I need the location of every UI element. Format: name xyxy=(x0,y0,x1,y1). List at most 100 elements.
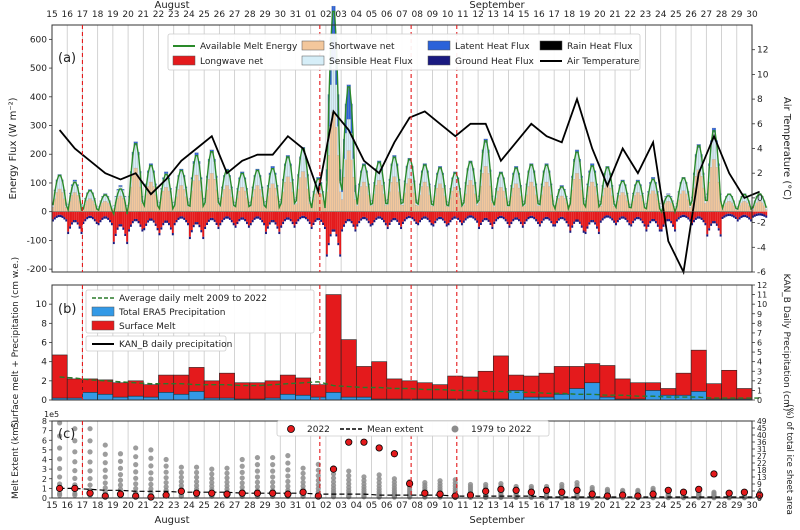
ground-heat-bar xyxy=(459,219,461,223)
top-day-tick-label: 03 xyxy=(335,10,346,20)
shortwave-net-bar xyxy=(107,202,110,212)
ground-heat-bar xyxy=(658,229,661,232)
ground-heat-bar xyxy=(559,216,562,220)
historical-melt-point xyxy=(209,480,215,486)
era5-precipitation-bar xyxy=(690,391,707,401)
historical-melt-point xyxy=(72,449,78,455)
panel-c-left-tick-label: 2 xyxy=(42,475,47,484)
ground-heat-bar xyxy=(122,227,125,230)
longwave-net-bar xyxy=(557,211,560,219)
panel-c-right-tick-label: 4 xyxy=(757,487,762,496)
historical-melt-point xyxy=(133,475,139,481)
shortwave-net-bar xyxy=(445,206,448,212)
ground-heat-bar xyxy=(78,226,81,229)
shortwave-net-bar xyxy=(299,177,302,212)
longwave-net-bar xyxy=(535,211,538,220)
ground-heat-bar xyxy=(57,214,60,218)
longwave-net-bar xyxy=(362,211,364,217)
longwave-net-bar xyxy=(398,211,401,223)
historical-melt-point xyxy=(270,462,276,468)
ground-heat-bar xyxy=(481,219,484,222)
longwave-net-bar xyxy=(86,211,89,217)
ground-heat-bar xyxy=(52,219,54,222)
longwave-net-bar xyxy=(580,211,583,226)
ground-heat-bar xyxy=(289,218,292,222)
longwave-net-bar xyxy=(360,211,363,219)
shortwave-net-bar xyxy=(302,171,306,212)
longwave-net-bar xyxy=(577,211,579,220)
ground-heat-bar xyxy=(377,216,380,219)
ground-heat-bar xyxy=(272,220,275,223)
historical-melt-point xyxy=(193,479,200,485)
top-day-tick-label: 25 xyxy=(670,10,681,20)
longwave-net-bar xyxy=(575,211,577,220)
longwave-net-bar xyxy=(390,211,393,220)
shortwave-net-bar xyxy=(76,195,79,212)
ground-heat-bar xyxy=(438,216,441,220)
longwave-net-bar xyxy=(715,211,718,224)
ground-heat-bar xyxy=(624,217,627,220)
shortwave-net-bar xyxy=(342,176,346,212)
bottom-day-tick-label: 22 xyxy=(625,501,636,511)
ground-heat-bar xyxy=(691,222,694,226)
ground-heat-bar xyxy=(356,224,359,227)
ground-heat-bar xyxy=(460,222,463,226)
ground-heat-bar xyxy=(647,224,650,227)
melt-2022-point xyxy=(695,485,703,493)
ground-heat-bar xyxy=(765,215,768,218)
melt-2022-point xyxy=(466,491,475,499)
ground-heat-bar xyxy=(447,222,450,226)
ground-heat-bar xyxy=(316,217,319,221)
panel-a-legend-box xyxy=(167,33,641,71)
shortwave-net-bar xyxy=(723,205,726,212)
panel-c-right-tick-label: 18 xyxy=(757,466,767,475)
longwave-net-bar xyxy=(168,211,170,223)
ground-heat-bar xyxy=(554,224,557,227)
shortwave-net-bar xyxy=(274,187,277,212)
surface-melt-bar xyxy=(66,378,83,401)
longwave-net-bar xyxy=(432,211,435,225)
panel-b-legend-label: Surface Melt xyxy=(119,322,176,332)
surface-melt-bar xyxy=(614,378,631,401)
melt-2022-point xyxy=(223,490,231,498)
mean-extent-line xyxy=(59,487,760,498)
shortwave-net-bar xyxy=(713,159,716,212)
bottom-day-tick-label: 22 xyxy=(153,501,164,511)
latent-heat-bar xyxy=(652,177,656,179)
ground-heat-bar xyxy=(188,236,191,240)
ground-heat-bar xyxy=(710,223,713,226)
panel-a-y-axis-title: Energy Flux (W m⁻²) xyxy=(8,97,19,199)
shortwave-net-bar xyxy=(247,206,250,212)
longwave-net-bar xyxy=(129,211,132,225)
longwave-net-bar xyxy=(112,211,115,242)
shortwave-net-bar xyxy=(177,189,180,212)
longwave-net-bar xyxy=(626,211,629,220)
bottom-day-tick-label: 20 xyxy=(122,501,134,511)
melt-2022-point xyxy=(497,485,505,493)
ground-heat-bar xyxy=(329,234,332,237)
longwave-net-bar xyxy=(263,211,266,223)
longwave-net-bar xyxy=(571,211,574,226)
ground-heat-bar xyxy=(103,216,106,219)
ground-heat-bar xyxy=(390,219,393,222)
longwave-net-bar xyxy=(324,211,326,227)
ground-heat-bar xyxy=(133,218,136,222)
historical-melt-point xyxy=(224,479,230,485)
longwave-net-bar xyxy=(280,211,283,226)
top-day-tick-label: 23 xyxy=(168,10,179,20)
ground-heat-bar xyxy=(493,221,496,225)
ground-heat-bar xyxy=(343,224,345,227)
surface-melt-bar xyxy=(721,369,738,401)
ground-heat-bar xyxy=(752,215,754,218)
historical-melt-point xyxy=(178,482,184,489)
longwave-net-bar xyxy=(506,211,509,222)
longwave-net-bar xyxy=(367,211,370,221)
ground-heat-bar xyxy=(419,219,422,223)
ground-heat-bar xyxy=(209,217,212,221)
longwave-net-bar xyxy=(312,211,315,223)
historical-melt-point xyxy=(270,479,276,485)
ground-heat-bar xyxy=(502,216,505,220)
ground-heat-bar xyxy=(441,218,444,221)
panel-a-label: (a) xyxy=(58,51,76,66)
shortwave-net-bar xyxy=(228,189,231,212)
